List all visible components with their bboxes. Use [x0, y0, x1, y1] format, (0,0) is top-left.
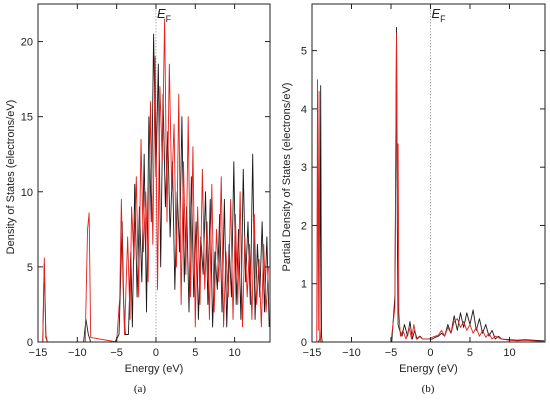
- x-tick-label: 5: [467, 347, 473, 359]
- x-axis-title: Energy (eV): [399, 363, 458, 375]
- x-tick-label: 10: [228, 347, 240, 359]
- y-tick-label: 5: [301, 46, 307, 58]
- y-tick-label: 3: [301, 162, 307, 174]
- x-tick-label: 5: [192, 347, 198, 359]
- y-axis-title: Density of States (electrons/eV): [5, 100, 17, 255]
- y-axis-title: Partial Density of States (electrons/eV): [281, 83, 293, 272]
- x-tick-label: −10: [342, 347, 361, 359]
- fermi-label: EF: [431, 6, 446, 24]
- x-tick-label: −15: [29, 347, 48, 359]
- panel-b: −15 −10 −5 0 5 10 0 1 2 3 4 5 EF Energy (eV) Partial D…: [281, 3, 546, 395]
- panel-caption: (b): [422, 383, 435, 395]
- x-tick-label: 0: [153, 347, 159, 359]
- y-tick-label: 0: [301, 337, 307, 349]
- y-tick-label: 15: [21, 112, 33, 124]
- x-tick-label: −5: [385, 347, 398, 359]
- y-tick-label: 10: [21, 187, 33, 199]
- fermi-label-subscript: F: [166, 14, 172, 24]
- series-line-0: [312, 26, 545, 343]
- plot-frame: [37, 3, 271, 343]
- series-line-1: [312, 32, 545, 343]
- series-line-1: [38, 18, 269, 343]
- x-tick-label: −10: [68, 347, 87, 359]
- y-tick-label: 20: [21, 37, 33, 49]
- x-tick-label: −15: [303, 347, 322, 359]
- series-line-0: [38, 33, 270, 343]
- x-tick-label: 0: [427, 347, 433, 359]
- fermi-label-subscript: F: [440, 14, 446, 24]
- y-tick-label: 1: [301, 279, 307, 291]
- x-tick-label: 10: [503, 347, 515, 359]
- y-tick-label: 4: [301, 104, 307, 116]
- x-axis-title: Energy (eV): [125, 363, 184, 375]
- y-tick-label: 5: [27, 262, 33, 274]
- y-tick-label: 0: [27, 337, 33, 349]
- plot-frame: [311, 3, 546, 343]
- x-tick-label: −5: [110, 347, 123, 359]
- y-tick-label: 2: [301, 220, 307, 232]
- panel-caption: (a): [134, 383, 147, 395]
